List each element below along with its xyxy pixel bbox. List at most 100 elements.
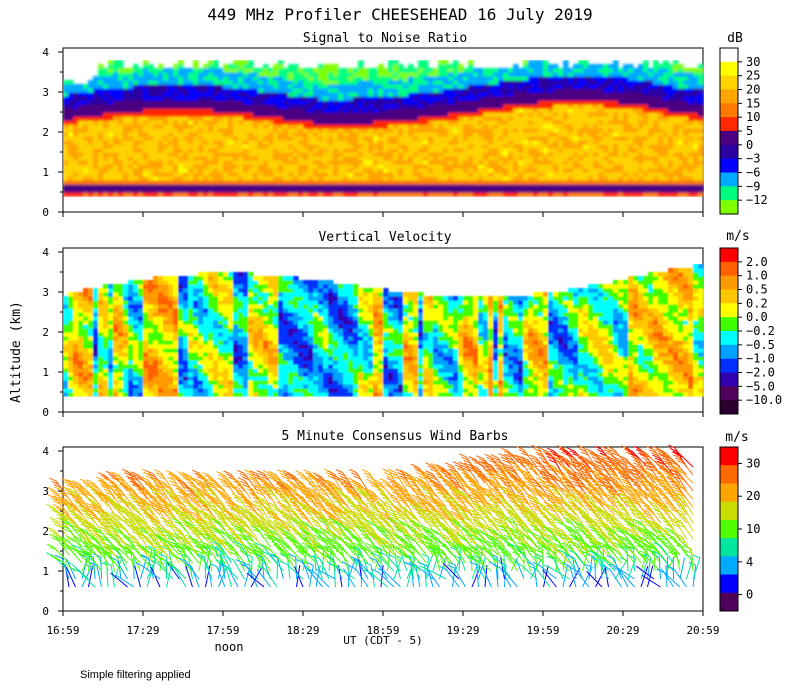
snr-cell (653, 144, 659, 149)
snr-cell (548, 160, 554, 165)
snr-cell (198, 72, 204, 77)
snr-cell (543, 164, 549, 169)
snr-cell (523, 112, 529, 117)
velocity-cell (118, 360, 124, 365)
snr-cell (498, 96, 504, 101)
snr-cell (118, 192, 124, 197)
snr-cell (128, 164, 134, 169)
snr-cell (523, 160, 529, 165)
snr-cell (333, 116, 339, 121)
velocity-cell (138, 284, 144, 289)
snr-cell (218, 136, 224, 141)
snr-cell (513, 68, 519, 73)
snr-cell (418, 156, 424, 161)
snr-cell (198, 80, 204, 85)
velocity-cell (88, 296, 94, 301)
snr-cell (233, 60, 239, 65)
snr-cell (383, 132, 389, 137)
snr-cell (673, 88, 679, 93)
snr-cell (558, 152, 564, 157)
velocity-cell (88, 388, 94, 393)
snr-cell (248, 120, 254, 125)
snr-cell (398, 184, 404, 189)
snr-cell (243, 92, 249, 97)
snr-cell (628, 100, 634, 105)
snr-cell (468, 68, 474, 73)
snr-cell (258, 76, 264, 81)
snr-cell (613, 72, 619, 77)
snr-cell (418, 164, 424, 169)
velocity-cell (143, 320, 149, 325)
velocity-cell (128, 300, 134, 305)
snr-cell (528, 160, 534, 165)
snr-cell (553, 144, 559, 149)
snr-cell (273, 108, 279, 113)
snr-cell (178, 120, 184, 125)
snr-cell (628, 84, 634, 89)
snr-cell (268, 116, 274, 121)
snr-cell (558, 104, 564, 109)
snr-cell (213, 168, 219, 173)
snr-cell (568, 80, 574, 85)
snr-cell (588, 76, 594, 81)
snr-cell (73, 176, 79, 181)
snr-cell (348, 136, 354, 141)
snr-cell (478, 120, 484, 125)
snr-cell (198, 148, 204, 153)
snr-cell (678, 108, 684, 113)
velocity-cell (188, 284, 194, 289)
snr-cell (293, 76, 299, 81)
snr-cell (518, 116, 524, 121)
snr-cell (613, 156, 619, 161)
snr-cell (498, 144, 504, 149)
velocity-cell (188, 392, 194, 397)
snr-cell (673, 92, 679, 97)
snr-cell (553, 160, 559, 165)
snr-cell (228, 172, 234, 177)
snr-cell (643, 84, 649, 89)
snr-cell (618, 148, 624, 153)
snr-cell (468, 176, 474, 181)
snr-cell (178, 104, 184, 109)
snr-cell (133, 188, 139, 193)
snr-cell (453, 168, 459, 173)
snr-cell (433, 108, 439, 113)
snr-cell (378, 116, 384, 121)
snr-cell (338, 120, 344, 125)
snr-cell (308, 84, 314, 89)
velocity-cell (93, 360, 99, 365)
snr-cell (668, 176, 674, 181)
velocity-cell (83, 360, 89, 365)
snr-cell (608, 168, 614, 173)
snr-cell (128, 156, 134, 161)
snr-cell (583, 144, 589, 149)
snr-cell (328, 112, 334, 117)
snr-cell (373, 140, 379, 145)
snr-cell (563, 72, 569, 77)
snr-cell (693, 76, 699, 81)
snr-cell (163, 100, 169, 105)
snr-cell (643, 132, 649, 137)
snr-cell (373, 152, 379, 157)
velocity-cell (123, 332, 129, 337)
snr-cell (503, 108, 509, 113)
snr-cell (348, 72, 354, 77)
snr-cell (133, 84, 139, 89)
snr-cell (148, 108, 154, 113)
snr-cell (398, 64, 404, 69)
snr-cell (548, 68, 554, 73)
snr-cell (173, 164, 179, 169)
snr-cell (318, 96, 324, 101)
snr-cell (528, 100, 534, 105)
snr-cell (318, 108, 324, 113)
snr-cell (308, 136, 314, 141)
snr-cell (233, 168, 239, 173)
snr-cell (318, 164, 324, 169)
snr-cell (663, 120, 669, 125)
snr-cell (168, 88, 174, 93)
snr-cell (568, 164, 574, 169)
snr-cell (543, 100, 549, 105)
snr-cell (473, 72, 479, 77)
